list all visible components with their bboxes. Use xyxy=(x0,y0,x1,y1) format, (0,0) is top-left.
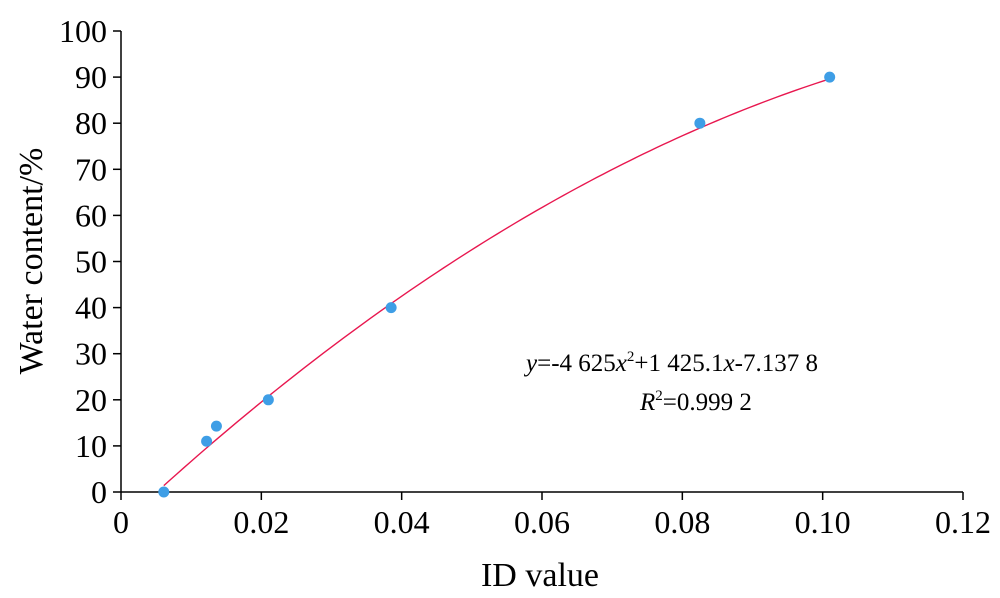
data-point xyxy=(385,302,397,314)
x-tick-label: 0.06 xyxy=(514,504,570,540)
x-tick-label: 0.08 xyxy=(654,504,710,540)
data-point xyxy=(694,117,706,129)
data-point xyxy=(210,420,222,432)
y-axis-title: Water content/% xyxy=(13,148,50,375)
x-tick-label: 0.04 xyxy=(374,504,430,540)
x-tick-label: 0.02 xyxy=(233,504,289,540)
x-tick-label: 0 xyxy=(113,504,129,540)
y-ticks: 0 10 20 30 40 50 60 70 80 90 100 xyxy=(59,13,121,510)
y-tick-label: 50 xyxy=(75,244,107,280)
x-axis-title: ID value xyxy=(481,557,599,594)
y-tick-label: 70 xyxy=(75,151,107,187)
x-ticks: 0 0.02 0.04 0.06 0.08 0.10 0.12 xyxy=(113,492,991,540)
y-tick-label: 80 xyxy=(75,105,107,141)
y-tick-label: 20 xyxy=(75,382,107,418)
data-point xyxy=(824,71,836,83)
data-point xyxy=(158,486,170,498)
axes xyxy=(120,31,963,493)
y-tick-label: 0 xyxy=(91,474,107,510)
y-tick-label: 30 xyxy=(75,336,107,372)
y-tick-label: 60 xyxy=(75,197,107,233)
regression-equation: y=-4 625x2+1 425.1x-7.137 8 xyxy=(523,349,818,377)
trend-line xyxy=(163,78,830,487)
x-tick-label: 0.10 xyxy=(795,504,851,540)
data-point xyxy=(201,435,213,447)
r-squared: R2=0.999 2 xyxy=(639,388,752,416)
data-point xyxy=(262,394,274,406)
y-tick-label: 40 xyxy=(75,290,107,326)
data-points xyxy=(158,71,836,498)
y-tick-label: 100 xyxy=(59,13,107,49)
y-tick-label: 90 xyxy=(75,59,107,95)
y-tick-label: 10 xyxy=(75,428,107,464)
x-tick-label: 0.12 xyxy=(935,504,991,540)
